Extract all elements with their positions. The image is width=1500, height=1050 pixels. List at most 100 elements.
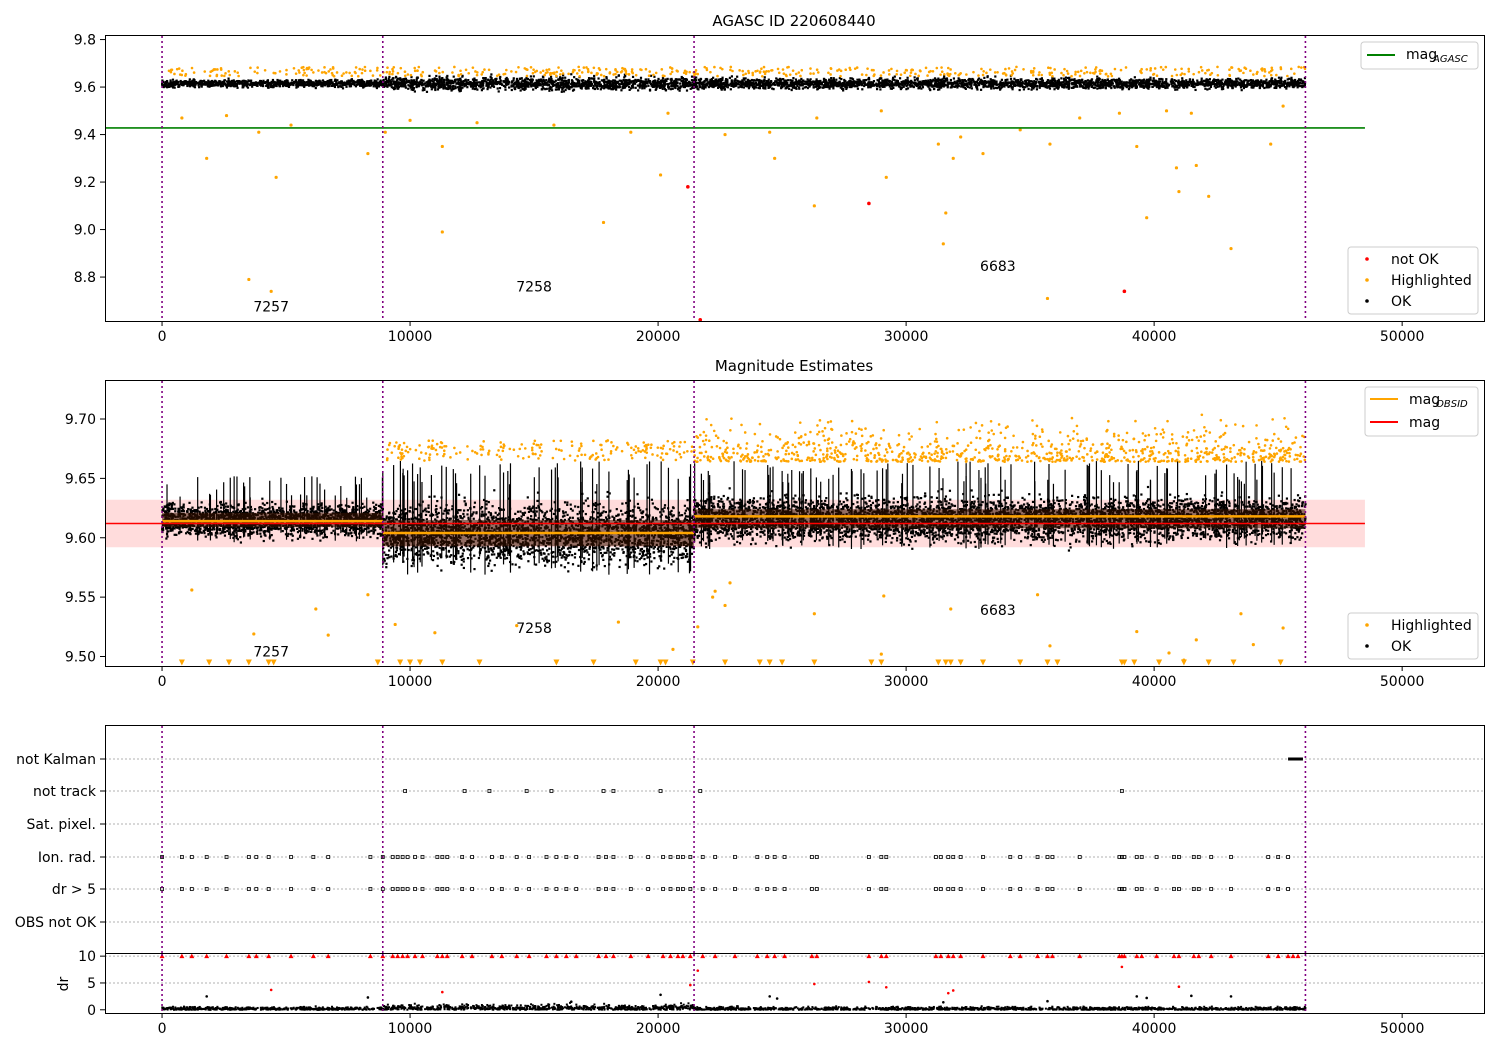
- ok-point: [452, 81, 455, 85]
- ok-point: [1151, 79, 1155, 82]
- ok-point: [1067, 80, 1070, 84]
- ok-point: [307, 78, 310, 81]
- ok-point: [628, 80, 632, 83]
- ok-point: [924, 79, 927, 82]
- ok-point: [161, 83, 164, 86]
- ok-point: [1164, 81, 1167, 84]
- ok-point: [644, 85, 647, 88]
- ok-point: [549, 86, 552, 90]
- ok-point: [449, 84, 452, 87]
- ok-point: [395, 81, 398, 84]
- ok-point: [614, 85, 617, 89]
- ok-point: [822, 77, 826, 80]
- ok-point: [1019, 85, 1022, 88]
- ok-point: [1055, 86, 1058, 89]
- ok-point: [446, 83, 449, 86]
- ok-point: [279, 79, 282, 82]
- ok-point: [515, 77, 519, 81]
- ok-point: [941, 84, 944, 87]
- ok-point: [324, 84, 327, 87]
- ok-point: [403, 79, 406, 82]
- ok-point: [272, 80, 275, 83]
- ok-point: [1260, 79, 1263, 82]
- ok-point: [1226, 77, 1229, 81]
- ok-point: [386, 81, 390, 84]
- ok-point: [1196, 79, 1199, 82]
- ok-point: [886, 78, 889, 81]
- ok-point: [964, 87, 967, 90]
- ok-point: [403, 81, 406, 84]
- ok-point: [863, 84, 866, 88]
- ok-point: [593, 80, 597, 83]
- ok-point: [565, 86, 568, 89]
- ok-point: [973, 80, 976, 84]
- ok-point: [502, 84, 506, 88]
- ok-point: [557, 78, 560, 81]
- ok-point: [1275, 84, 1278, 87]
- ok-point: [894, 82, 897, 85]
- ok-point: [1074, 84, 1078, 87]
- ok-point: [1117, 85, 1120, 89]
- ok-point: [545, 83, 548, 86]
- ok-point: [523, 82, 526, 85]
- ok-point: [1160, 77, 1163, 81]
- ok-point: [1048, 84, 1051, 88]
- ok-point: [801, 87, 805, 90]
- ok-point: [580, 79, 583, 82]
- ok-point: [836, 84, 839, 87]
- ok-point: [728, 84, 731, 87]
- ok-point: [302, 80, 305, 84]
- ok-point: [654, 84, 658, 88]
- ok-point: [567, 86, 570, 89]
- ok-point: [714, 82, 717, 85]
- ok-point: [907, 81, 910, 84]
- ok-point: [637, 78, 640, 82]
- ok-point: [784, 81, 787, 84]
- ok-point: [330, 79, 333, 83]
- ok-point: [626, 79, 629, 82]
- ok-point: [428, 74, 431, 78]
- ok-point: [965, 84, 969, 87]
- ok-point: [476, 88, 479, 91]
- ok-point: [617, 85, 620, 88]
- ok-point: [657, 77, 660, 81]
- ok-point: [638, 84, 642, 88]
- ok-point: [1062, 84, 1065, 87]
- ok-point: [340, 80, 343, 83]
- ok-point: [430, 88, 433, 91]
- ok-point: [669, 88, 672, 91]
- ok-point: [760, 80, 763, 83]
- ok-point: [1291, 85, 1294, 88]
- ok-point: [1066, 76, 1069, 80]
- ok-point: [909, 82, 913, 85]
- ok-point: [975, 80, 978, 84]
- ok-point: [739, 84, 743, 87]
- ok-point: [560, 77, 563, 81]
- ok-point: [1110, 84, 1113, 87]
- ok-point: [878, 85, 881, 88]
- ok-point: [701, 86, 704, 89]
- ok-point: [341, 87, 345, 90]
- ok-point: [734, 77, 737, 81]
- ok-point: [435, 82, 438, 85]
- ok-point: [307, 84, 311, 87]
- ok-point: [1033, 80, 1036, 83]
- ok-point: [746, 85, 749, 88]
- ok-point: [224, 84, 227, 87]
- ok-point: [1056, 80, 1059, 83]
- ok-point: [792, 76, 795, 80]
- ok-point: [231, 84, 234, 87]
- ok-point: [925, 83, 928, 86]
- ok-point: [1101, 84, 1104, 87]
- ok-point: [190, 81, 193, 84]
- ok-point: [571, 89, 575, 92]
- ok-point: [470, 85, 473, 88]
- ok-point: [283, 80, 286, 83]
- ok-point: [992, 87, 996, 90]
- ok-point: [871, 81, 875, 85]
- ok-point: [431, 83, 434, 86]
- ok-point: [542, 87, 545, 90]
- ok-point: [645, 82, 648, 85]
- ok-point: [1049, 79, 1052, 82]
- ok-point: [788, 87, 791, 90]
